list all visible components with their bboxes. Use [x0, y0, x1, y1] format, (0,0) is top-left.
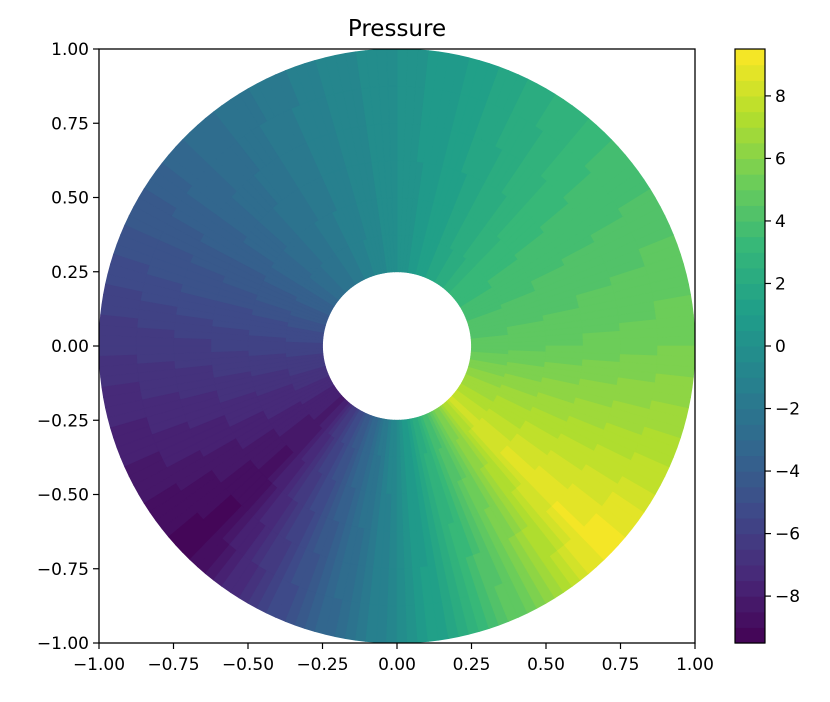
field-cell: [99, 335, 137, 347]
y-axis: −1.00 −0.75 −0.50 −0.25 0.00 0.25 0.50 0.75 1.00: [37, 40, 99, 654]
y-tick-label: −0.50: [37, 486, 89, 506]
colorbar-level: [735, 361, 765, 378]
field-cell: [657, 335, 695, 347]
field-cell: [173, 337, 212, 347]
field-cell: [657, 345, 695, 357]
colorbar-level: [735, 111, 765, 128]
colorbar-level: [735, 596, 765, 613]
y-tick-label: 0.75: [51, 114, 89, 134]
colorbar-level: [735, 189, 765, 206]
field-cell: [386, 49, 398, 87]
field-cell: [247, 340, 286, 347]
chart-title: Pressure: [348, 16, 446, 42]
field-cell: [396, 197, 403, 236]
colorbar-level: [735, 564, 765, 582]
colorbar-tick-label: −6: [775, 525, 800, 545]
x-tick-label: −0.75: [147, 655, 199, 675]
field-cell: [390, 494, 398, 533]
field-cell: [396, 49, 408, 87]
colorbar-level: [735, 127, 765, 144]
colorbar-level: [735, 627, 765, 644]
field-cell: [619, 345, 659, 356]
colorbar-level: [735, 49, 765, 66]
colorbar-level: [735, 471, 765, 488]
colorbar-level: [735, 580, 765, 597]
y-tick-label: −1.00: [37, 634, 89, 654]
field-cell: [396, 159, 404, 198]
colorbar-level: [735, 533, 765, 550]
colorbar-level: [735, 236, 765, 253]
field-cell: [386, 605, 398, 643]
colorbar-level: [735, 392, 765, 410]
colorbar-tick-label: 2: [775, 274, 786, 294]
x-tick-label: −1.00: [73, 655, 125, 675]
colorbar-level: [735, 252, 765, 269]
field-cell: [582, 345, 621, 355]
y-tick-label: 0.00: [51, 337, 89, 357]
y-tick-label: −0.75: [37, 560, 89, 580]
colorbar-level: [735, 439, 765, 457]
field-cell: [99, 345, 137, 357]
pressure-field: [99, 49, 695, 643]
colorbar-level: [735, 346, 765, 363]
colorbar-level: [735, 502, 765, 519]
field-cell: [387, 568, 398, 607]
x-axis: −1.00 −0.75 −0.50 −0.25 0.00 0.25 0.50 0.75 1.00: [73, 643, 714, 675]
colorbar-tick-label: −2: [775, 400, 800, 420]
colorbar-level: [735, 549, 765, 566]
field-cell: [396, 605, 408, 643]
colorbar-level: [735, 517, 765, 535]
x-tick-label: 1.00: [676, 655, 714, 675]
colorbar-tick-label: 0: [775, 337, 786, 357]
colorbar-tick-label: 6: [775, 149, 786, 169]
colorbar-level: [735, 455, 765, 472]
colorbar-level: [735, 205, 765, 222]
y-tick-label: 1.00: [51, 40, 89, 60]
field-cell: [135, 336, 175, 347]
field-cell: [388, 531, 398, 570]
colorbar: −8 −6 −4 −2 0 2 4 6 8: [734, 48, 800, 644]
x-tick-label: −0.50: [222, 655, 274, 675]
field-cell: [508, 345, 547, 352]
y-tick-label: 0.50: [51, 189, 89, 209]
colorbar-level: [735, 299, 765, 316]
x-tick-label: −0.25: [296, 655, 348, 675]
y-tick-label: 0.25: [51, 263, 89, 283]
colorbar-level: [735, 377, 765, 394]
colorbar-level: [735, 80, 765, 97]
colorbar-tick-label: 8: [775, 87, 786, 107]
x-tick-label: 0.00: [378, 655, 416, 675]
colorbar-level: [735, 486, 765, 503]
colorbar-level: [735, 314, 765, 331]
colorbar-level: [735, 95, 765, 113]
colorbar-level: [735, 64, 765, 81]
x-tick-label: 0.50: [527, 655, 565, 675]
colorbar-level: [735, 158, 765, 175]
field-cell: [396, 122, 406, 161]
field-cell: [210, 339, 249, 347]
colorbar-level: [735, 174, 765, 191]
field-cell: [391, 456, 398, 495]
field-cell: [396, 85, 407, 124]
colorbar-tick-label: −4: [775, 462, 800, 482]
colorbar-level: [735, 330, 765, 347]
colorbar-level: [735, 424, 765, 441]
colorbar-level: [735, 220, 765, 238]
colorbar-level: [735, 142, 765, 160]
colorbar-tick-label: 4: [775, 212, 786, 232]
field-cell: [545, 345, 584, 353]
colorbar-level: [735, 408, 765, 425]
colorbar-level: [735, 267, 765, 285]
colorbar-tick-label: −8: [775, 587, 800, 607]
x-tick-label: 0.75: [602, 655, 640, 675]
y-tick-label: −0.25: [37, 411, 89, 431]
colorbar-level: [735, 611, 765, 628]
x-tick-label: 0.25: [453, 655, 491, 675]
colorbar-level: [735, 283, 765, 300]
